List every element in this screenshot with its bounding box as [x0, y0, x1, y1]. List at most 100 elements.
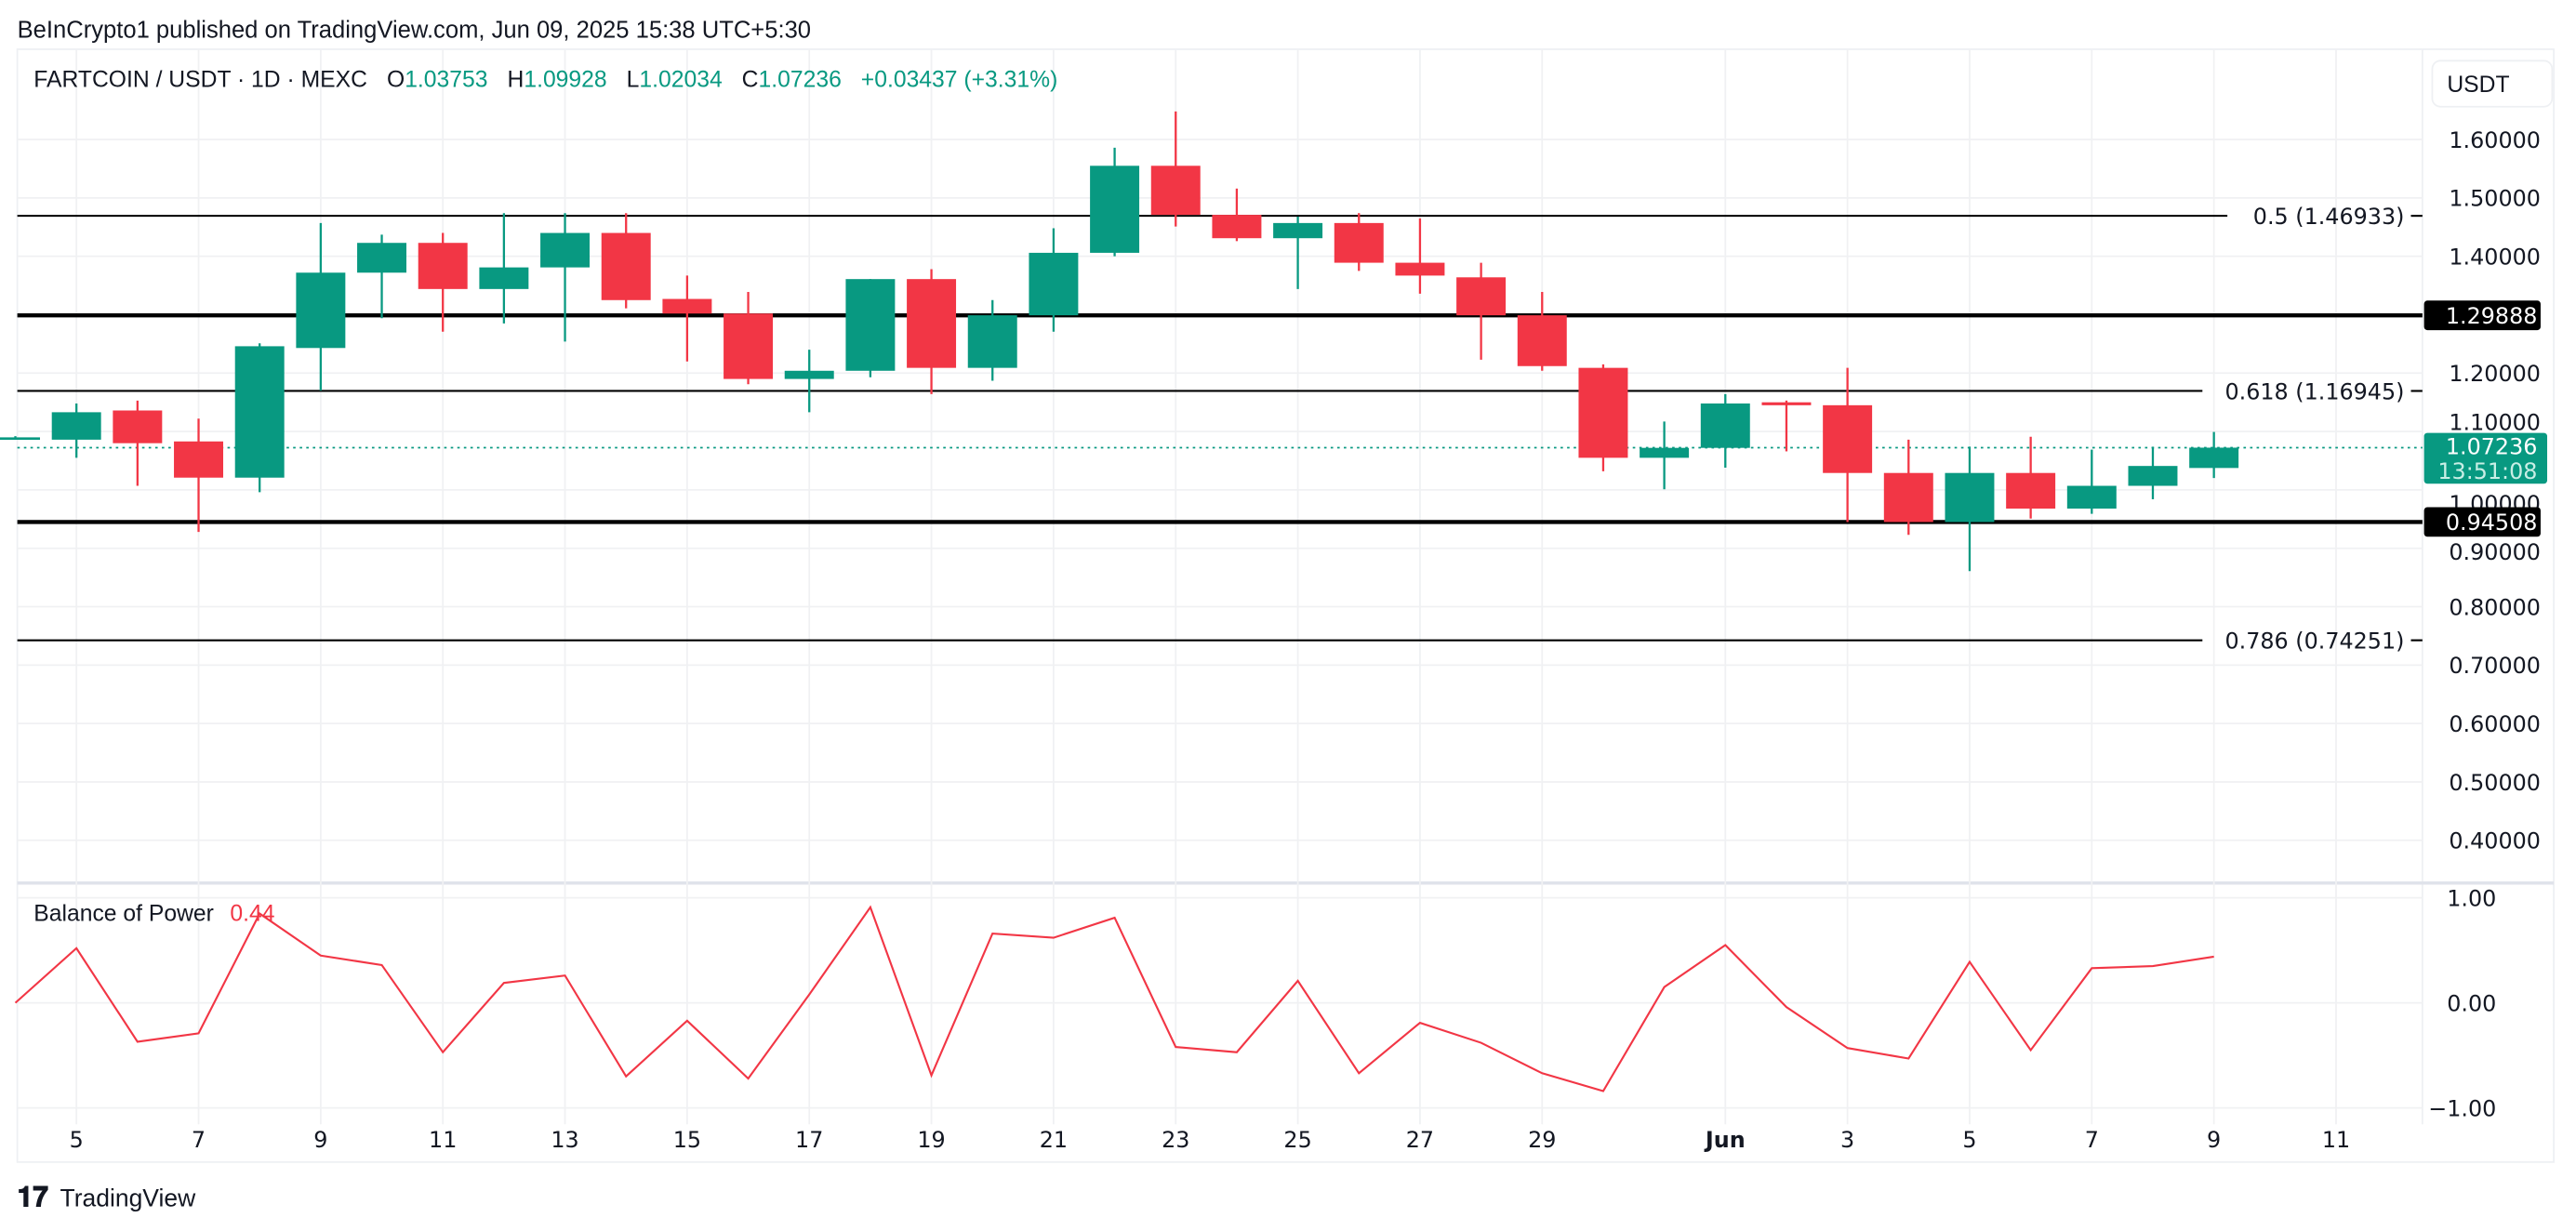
tradingview-logo-icon: 𝟏𝟕	[18, 1183, 49, 1213]
level-price-tag	[2423, 300, 2541, 331]
last-price-value: 1.07236	[2446, 434, 2538, 460]
candle	[601, 213, 651, 309]
candle	[724, 291, 774, 385]
x-tick-label: 29	[1528, 1127, 1556, 1153]
candle-body	[1334, 222, 1384, 263]
last-price-tag	[2423, 432, 2548, 484]
candle-body	[724, 313, 774, 379]
candle	[845, 279, 896, 377]
candle-body	[2006, 472, 2056, 510]
candle-body	[1456, 277, 1507, 316]
x-tick-label: 3	[1840, 1127, 1854, 1153]
candle	[174, 418, 224, 533]
svg-text:Balance of Power 0.44: Balance of Power 0.44	[33, 901, 274, 926]
x-tick-label: 23	[1162, 1127, 1189, 1153]
symbol-title: FARTCOIN / USDT · 1D · MEXC	[33, 68, 367, 93]
candle	[51, 403, 101, 458]
y-tick-label: 0.60000	[2449, 711, 2541, 737]
bop-value: 0.44	[230, 901, 274, 926]
x-tick-label: 15	[673, 1127, 701, 1153]
candle	[1883, 439, 1933, 536]
candle	[1273, 216, 1323, 289]
candle	[1334, 213, 1384, 271]
x-tick-label: 17	[795, 1127, 823, 1153]
price-axis[interactable]: 1.60000 1.50000 1.40000 1.20000 1.10000 1.00 0…	[2423, 127, 2548, 1122]
candle	[2006, 436, 2056, 519]
low-value: 1.02034	[639, 68, 723, 93]
x-tick-label: 19	[917, 1127, 945, 1153]
x-tick-label: 7	[2085, 1127, 2099, 1153]
candle-body	[784, 370, 834, 379]
y-tick-label: 1.60000	[2449, 127, 2541, 153]
bop-series-line	[14, 905, 2214, 1092]
candle	[2066, 449, 2117, 514]
candle-body	[357, 243, 407, 273]
symbol-legend: FARTCOIN / USDT · 1D · MEXC O1.03753 H1.…	[33, 68, 1057, 927]
fib-level-label: 0.786 (0.74251)	[2225, 628, 2405, 654]
candle-body	[2066, 485, 2117, 510]
candle-body	[1761, 402, 1812, 405]
level-price-label: 1.29888	[2446, 303, 2538, 329]
candle-body	[2189, 447, 2239, 469]
chart-frame	[16, 48, 2555, 1163]
tradingview-logo[interactable]: 𝟏𝟕 TradingView	[18, 1183, 196, 1213]
candle-body	[0, 437, 40, 441]
bar-countdown: 13:51:08	[2437, 458, 2537, 484]
x-tick-label: 21	[1040, 1127, 1068, 1153]
candles	[0, 111, 2239, 572]
publish-info: BeInCrypto1 published on TradingView.com…	[18, 18, 811, 44]
candle	[1212, 188, 1262, 242]
candle	[907, 269, 957, 394]
candle	[0, 436, 40, 441]
y-tick-label: 1.50000	[2449, 186, 2541, 212]
candle-body	[1640, 447, 1690, 458]
bop-tick-label: 1.00	[2447, 885, 2496, 911]
candle-body	[1883, 472, 1933, 523]
level-price-tag	[2423, 507, 2541, 537]
candle	[2128, 446, 2178, 499]
candle	[357, 234, 407, 319]
y-tick-label: 0.50000	[2449, 770, 2541, 796]
candle	[1517, 291, 1567, 371]
candle-body	[296, 272, 346, 349]
candle-body	[845, 279, 896, 371]
candle-body	[967, 315, 1017, 368]
candle	[479, 213, 529, 324]
candle-body	[51, 412, 101, 440]
candle	[1456, 262, 1507, 360]
x-tick-label: Jun	[1704, 1127, 1746, 1153]
time-axis[interactable]: 5 7 9 11 13 15 17 19 21 23 25 27 29 Jun 3 5 7 9 11	[70, 1127, 2351, 1153]
fib-level-label: 0.618 (1.16945)	[2225, 378, 2405, 404]
x-tick-label: 5	[1962, 1127, 1976, 1153]
candle-body	[1273, 222, 1323, 239]
candle-body	[418, 243, 468, 289]
candle-body	[1517, 315, 1567, 366]
candle	[1029, 228, 1079, 332]
candle-body	[234, 346, 285, 478]
candle-body	[479, 267, 529, 289]
y-tick-label: 1.40000	[2449, 245, 2541, 271]
candle	[1578, 364, 1628, 471]
candle	[967, 299, 1017, 381]
currency-button[interactable]: USDT	[2431, 60, 2554, 108]
candle	[234, 343, 285, 493]
y-tick-label: 0.90000	[2449, 539, 2541, 565]
candle-body	[1212, 215, 1262, 239]
candle	[2189, 431, 2239, 479]
change-value: +0.03437 (+3.31%)	[861, 68, 1058, 93]
candle-body	[1578, 367, 1628, 458]
candle-body	[2128, 466, 2178, 486]
y-tick-label: 0.70000	[2449, 653, 2541, 679]
svg-text:FARTCOIN / USDT · 1D · MEXC: FARTCOIN / USDT · 1D · MEXC O1.03753 H1.…	[33, 68, 1057, 93]
candle	[784, 350, 834, 413]
candle	[1395, 218, 1445, 294]
y-tick-label: 0.40000	[2449, 828, 2541, 854]
high-value: 1.09928	[524, 68, 606, 93]
candle-body	[907, 279, 957, 368]
y-tick-label: 1.20000	[2449, 361, 2541, 387]
x-tick-label: 9	[2207, 1127, 2221, 1153]
balance-of-power-line	[14, 905, 2214, 1092]
candle	[540, 213, 591, 342]
svg-text:USDT: USDT	[2447, 73, 2509, 98]
